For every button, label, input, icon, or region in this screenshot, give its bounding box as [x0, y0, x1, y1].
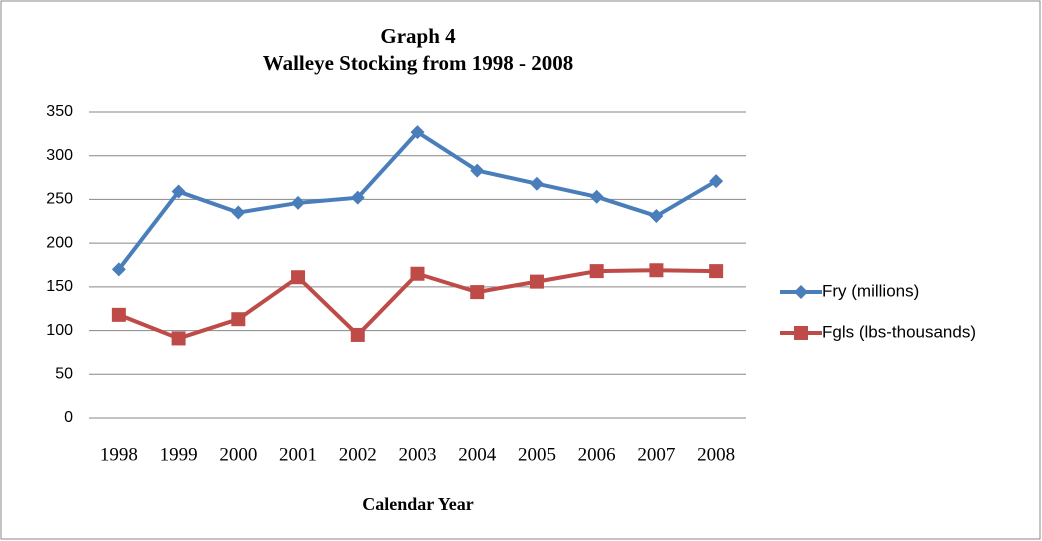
x-tick-label: 2004	[458, 444, 497, 465]
data-point	[171, 331, 186, 346]
data-point	[111, 262, 126, 277]
data-point	[589, 264, 604, 279]
data-point	[291, 195, 306, 210]
data-point	[649, 209, 664, 224]
x-tick-label: 2007	[637, 444, 675, 465]
legend-marker	[794, 326, 808, 340]
data-point	[470, 285, 485, 300]
x-tick-label: 2008	[697, 444, 735, 465]
y-tick-label: 250	[46, 191, 73, 208]
y-tick-label: 150	[46, 278, 73, 295]
data-point	[649, 263, 664, 278]
data-point	[350, 190, 365, 205]
data-point	[350, 327, 365, 342]
chart-subtitle: Walleye Stocking from 1998 - 2008	[263, 51, 574, 75]
x-tick-label: 1999	[160, 444, 198, 465]
data-point	[410, 125, 425, 140]
legend-marker	[794, 285, 808, 299]
x-tick-label: 2001	[279, 444, 317, 465]
data-point	[470, 163, 485, 178]
x-tick-label: 2006	[578, 444, 616, 465]
y-tick-label: 0	[64, 409, 73, 426]
x-tick-label: 2000	[219, 444, 257, 465]
y-tick-label: 50	[55, 366, 73, 383]
x-axis-label: Calendar Year	[362, 494, 474, 514]
y-tick-label: 350	[46, 103, 73, 120]
x-tick-label: 2005	[518, 444, 556, 465]
x-tick-label: 1998	[100, 444, 138, 465]
data-point	[709, 174, 724, 189]
x-tick-label: 2003	[399, 444, 437, 465]
data-point	[291, 270, 306, 285]
data-point	[231, 205, 246, 220]
legend-label: Fry (millions)	[822, 281, 919, 300]
data-point	[231, 312, 246, 327]
data-point	[529, 274, 544, 289]
data-point	[171, 184, 186, 199]
data-point	[111, 307, 126, 322]
data-point	[529, 176, 544, 191]
y-tick-label: 100	[46, 322, 73, 339]
y-tick-label: 300	[46, 147, 73, 164]
chart-title: Graph 4	[380, 24, 456, 48]
data-point	[410, 266, 425, 281]
data-point	[709, 264, 724, 279]
legend-label: Fgls (lbs-thousands)	[822, 322, 976, 341]
y-tick-label: 200	[46, 234, 73, 251]
data-point	[589, 189, 604, 204]
x-tick-label: 2002	[339, 444, 377, 465]
